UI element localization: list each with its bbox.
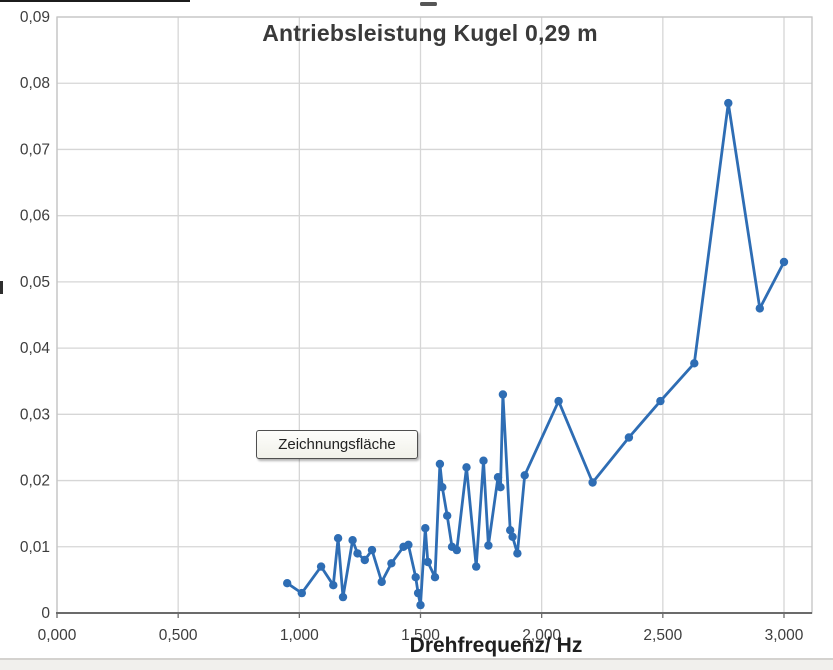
x-tick-label: 2,000 <box>522 627 561 644</box>
bottom-window-edge-band <box>0 660 833 670</box>
data-point-marker[interactable] <box>452 545 461 555</box>
data-point-marker[interactable] <box>484 541 493 550</box>
data-point-marker[interactable] <box>283 579 292 588</box>
data-point-marker[interactable] <box>506 526 515 535</box>
x-tick-label: 1,500 <box>401 627 440 644</box>
data-point-marker[interactable] <box>430 573 440 582</box>
chart-selection-handle-top[interactable] <box>420 2 437 6</box>
data-point-marker[interactable] <box>316 562 326 571</box>
y-tick-label: 0,06 <box>20 208 50 225</box>
data-point-marker[interactable] <box>377 577 386 587</box>
data-point-marker[interactable] <box>493 473 503 482</box>
y-tick-label: 0,09 <box>20 9 50 26</box>
data-point-marker[interactable] <box>472 562 481 571</box>
data-point-marker[interactable] <box>779 257 789 267</box>
data-point-marker[interactable] <box>724 98 733 108</box>
y-tick-label: 0,08 <box>20 75 50 92</box>
data-point-marker[interactable] <box>435 459 445 469</box>
data-point-marker[interactable] <box>338 592 348 602</box>
data-point-marker[interactable] <box>367 545 377 555</box>
data-point-marker[interactable] <box>416 600 425 610</box>
x-tick-label: 0,500 <box>159 627 198 644</box>
x-tick-label: 1,000 <box>280 627 319 644</box>
data-point-marker[interactable] <box>413 588 423 598</box>
data-point-marker[interactable] <box>387 559 396 568</box>
data-point-marker[interactable] <box>498 390 508 399</box>
y-tick-label: 0 <box>41 605 50 622</box>
data-point-marker[interactable] <box>554 396 563 406</box>
top-edge-artifact-line <box>0 0 190 2</box>
data-point-marker[interactable] <box>438 483 447 492</box>
chart-title[interactable]: Antriebsleistung Kugel 0,29 m <box>262 20 598 46</box>
y-tick-label: 0,03 <box>20 406 50 423</box>
plot-area[interactable] <box>57 17 812 613</box>
data-point-marker[interactable] <box>297 588 306 598</box>
y-tick-label: 0,02 <box>20 473 50 490</box>
x-tick-label: 0,000 <box>38 627 77 644</box>
data-point-marker[interactable] <box>513 549 522 558</box>
data-point-marker[interactable] <box>333 534 343 543</box>
y-axis-title-cutoff-sliver <box>0 281 3 294</box>
x-axis-title[interactable]: Drehfrequenz/ Hz <box>409 634 583 657</box>
data-point-marker[interactable] <box>443 511 452 520</box>
data-point-marker[interactable] <box>479 456 488 465</box>
y-tick-label: 0,01 <box>20 539 50 556</box>
y-tick-label: 0,05 <box>20 274 50 291</box>
data-point-marker[interactable] <box>421 524 430 533</box>
bottom-window-edge-line <box>0 658 833 660</box>
data-point-marker[interactable] <box>690 359 699 368</box>
y-tick-label: 0,07 <box>20 141 50 158</box>
data-point-marker[interactable] <box>411 573 420 582</box>
plot-area-tooltip: Zeichnungsfläche <box>256 430 418 459</box>
data-point-marker[interactable] <box>423 557 432 567</box>
data-point-marker[interactable] <box>508 532 517 541</box>
y-tick-label: 0,04 <box>20 340 51 357</box>
data-point-marker[interactable] <box>348 536 357 545</box>
data-point-marker[interactable] <box>360 555 369 565</box>
data-point-marker[interactable] <box>496 483 505 492</box>
x-tick-label: 3,000 <box>765 627 804 644</box>
data-point-marker[interactable] <box>755 304 764 313</box>
data-point-marker[interactable] <box>353 549 362 558</box>
data-point-marker[interactable] <box>462 463 471 472</box>
data-point-marker[interactable] <box>404 540 413 549</box>
x-tick-label: 2,500 <box>643 627 682 644</box>
data-point-marker[interactable] <box>329 581 338 590</box>
data-point-marker[interactable] <box>520 471 529 480</box>
data-point-marker[interactable] <box>624 433 634 442</box>
data-point-marker[interactable] <box>588 478 597 487</box>
data-point-marker[interactable] <box>656 396 665 406</box>
